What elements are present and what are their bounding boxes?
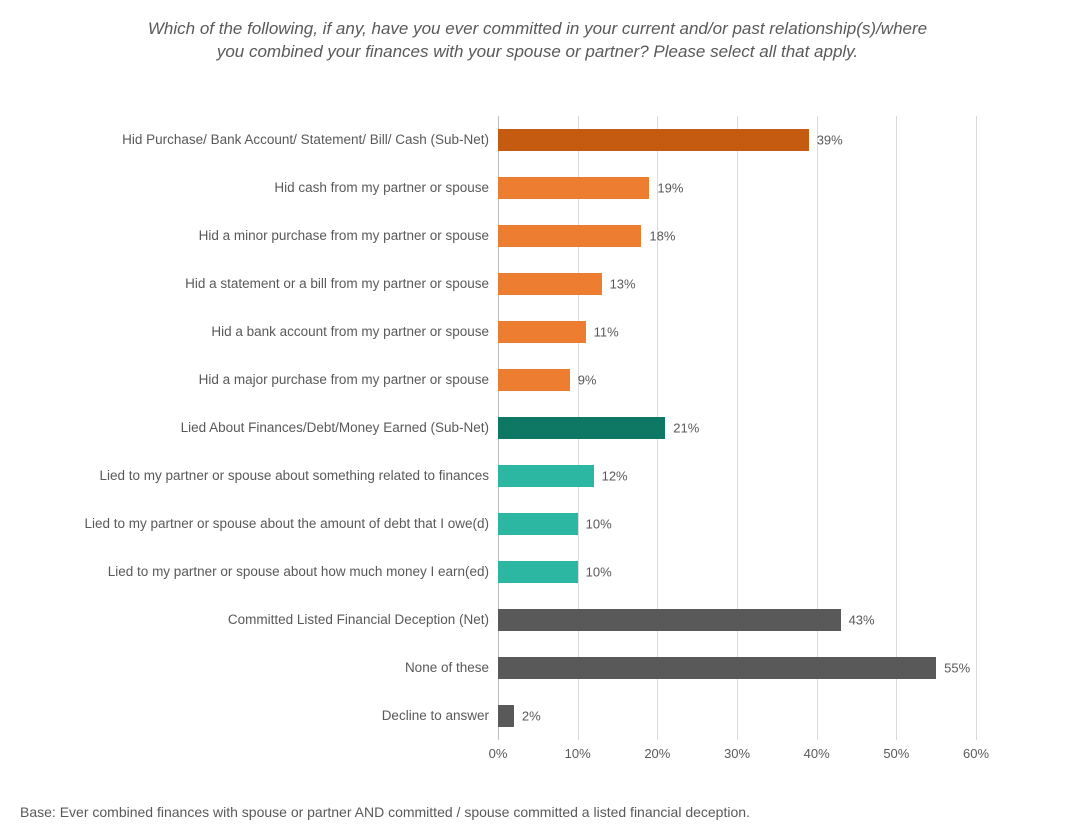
category-label: Lied to my partner or spouse about somet… xyxy=(19,452,489,500)
bar xyxy=(498,177,649,199)
category-label: Hid Purchase/ Bank Account/ Statement/ B… xyxy=(19,116,489,164)
bar-row: 19% xyxy=(498,164,976,212)
bar-row: 2% xyxy=(498,692,976,740)
bar-value-label: 43% xyxy=(849,613,875,628)
category-label: Lied About Finances/Debt/Money Earned (S… xyxy=(19,404,489,452)
bar-value-label: 10% xyxy=(586,565,612,580)
x-tick-label: 20% xyxy=(644,746,670,761)
bar xyxy=(498,321,586,343)
bar-row: 43% xyxy=(498,596,976,644)
category-label: Hid a major purchase from my partner or … xyxy=(19,356,489,404)
bar xyxy=(498,513,578,535)
bar xyxy=(498,225,641,247)
bar xyxy=(498,129,809,151)
bar-value-label: 39% xyxy=(817,133,843,148)
bar-row: 39% xyxy=(498,116,976,164)
bar xyxy=(498,465,594,487)
bar xyxy=(498,273,602,295)
plot-area: 0%10%20%30%40%50%60%39%19%18%13%11%9%21%… xyxy=(498,116,976,740)
bar-row: 10% xyxy=(498,548,976,596)
bar-value-label: 2% xyxy=(522,709,541,724)
bar-value-label: 18% xyxy=(649,229,675,244)
category-label: Hid a statement or a bill from my partne… xyxy=(19,260,489,308)
category-label: Decline to answer xyxy=(19,692,489,740)
chart-frame: Which of the following, if any, have you… xyxy=(0,0,1075,834)
gridline xyxy=(976,116,977,740)
bar-value-label: 21% xyxy=(673,421,699,436)
category-label: Lied to my partner or spouse about how m… xyxy=(19,548,489,596)
bar xyxy=(498,369,570,391)
category-label: Committed Listed Financial Deception (Ne… xyxy=(19,596,489,644)
bar xyxy=(498,609,841,631)
bar-row: 55% xyxy=(498,644,976,692)
bar xyxy=(498,561,578,583)
x-tick-label: 0% xyxy=(489,746,508,761)
bar-value-label: 12% xyxy=(602,469,628,484)
bar-row: 9% xyxy=(498,356,976,404)
bar-value-label: 10% xyxy=(586,517,612,532)
bar xyxy=(498,417,665,439)
bar xyxy=(498,657,936,679)
bar xyxy=(498,705,514,727)
bar-row: 12% xyxy=(498,452,976,500)
x-tick-label: 10% xyxy=(565,746,591,761)
bar-row: 13% xyxy=(498,260,976,308)
category-label: None of these xyxy=(19,644,489,692)
chart-title: Which of the following, if any, have you… xyxy=(0,18,1075,64)
bar-row: 10% xyxy=(498,500,976,548)
bar-row: 21% xyxy=(498,404,976,452)
category-label: Hid cash from my partner or spouse xyxy=(19,164,489,212)
bar-row: 18% xyxy=(498,212,976,260)
category-label: Lied to my partner or spouse about the a… xyxy=(19,500,489,548)
chart-footnote: Base: Ever combined finances with spouse… xyxy=(20,804,750,820)
category-label: Hid a minor purchase from my partner or … xyxy=(19,212,489,260)
x-tick-label: 60% xyxy=(963,746,989,761)
bar-value-label: 9% xyxy=(578,373,597,388)
bar-value-label: 19% xyxy=(657,181,683,196)
category-label: Hid a bank account from my partner or sp… xyxy=(19,308,489,356)
x-tick-label: 50% xyxy=(883,746,909,761)
x-tick-label: 40% xyxy=(804,746,830,761)
x-tick-label: 30% xyxy=(724,746,750,761)
bar-value-label: 13% xyxy=(610,277,636,292)
bar-row: 11% xyxy=(498,308,976,356)
bar-value-label: 55% xyxy=(944,661,970,676)
bar-value-label: 11% xyxy=(594,325,619,340)
